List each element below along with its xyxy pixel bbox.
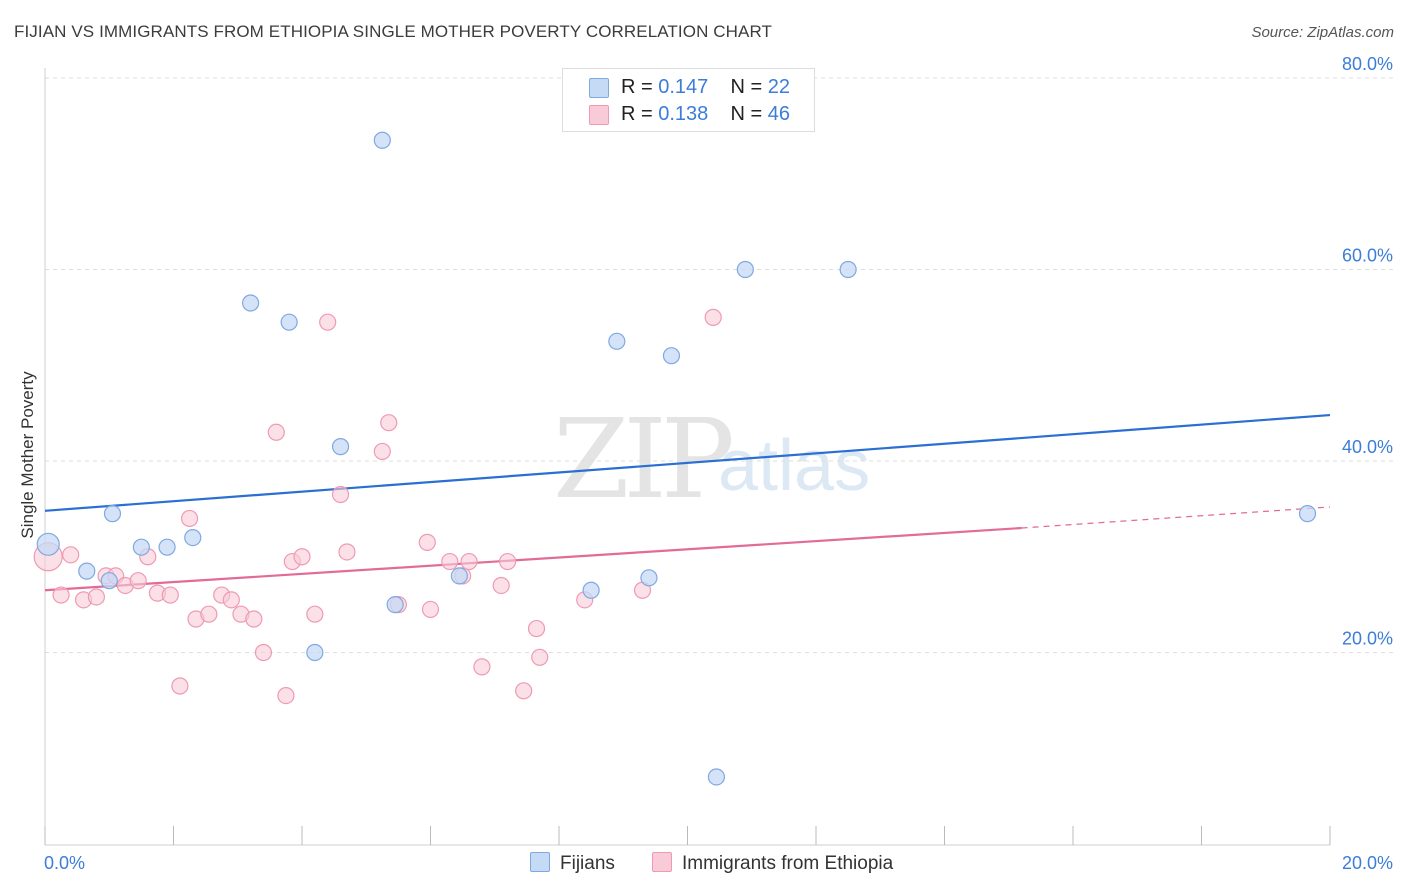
point-fijian: [736, 260, 754, 279]
point-fijian: [132, 538, 150, 556]
point-ethiopia: [200, 605, 218, 623]
bottom-legend-label-ethiopia: Immigrants from Ethiopia: [682, 853, 894, 874]
trend-line-ethiopia-extension: [1021, 506, 1331, 529]
point-ethiopia: [129, 572, 147, 590]
watermark-atlas: atlas: [718, 426, 871, 506]
legend-n-value-fijians: 22: [767, 76, 791, 98]
point-fijian: [582, 581, 600, 599]
legend-swatch-fijians: [589, 78, 609, 98]
axes: [44, 68, 1331, 846]
point-fijian: [306, 643, 324, 662]
point-fijian: [103, 505, 122, 523]
point-ethiopia: [338, 543, 356, 561]
point-fijian: [608, 332, 626, 350]
chart-source: Source: ZipAtlas.com: [1251, 24, 1394, 41]
point-ethiopia: [245, 610, 263, 628]
point-ethiopia: [704, 308, 722, 326]
point-fijian: [839, 260, 857, 279]
point-fijian: [450, 567, 469, 585]
tick-labels: 20.0% 40.0% 60.0% 80.0% 0.0% 20.0%: [44, 54, 1393, 873]
point-ethiopia: [373, 442, 391, 461]
point-ethiopia: [531, 648, 549, 666]
point-fijian: [331, 438, 350, 456]
point-ethiopia: [87, 588, 106, 606]
point-ethiopia: [52, 586, 70, 604]
point-ethiopia: [62, 546, 80, 564]
legend-swatch-ethiopia: [589, 105, 609, 125]
point-ethiopia: [277, 686, 295, 705]
legend-r-value-fijians: 0.147: [658, 76, 709, 98]
bottom-legend-label-fijians: Fijians: [560, 853, 615, 874]
point-ethiopia: [527, 619, 546, 638]
bottom-legend-fijians: Fijians: [530, 852, 615, 875]
legend-r-label: R =: [621, 76, 653, 98]
point-ethiopia: [171, 677, 189, 695]
point-fijian: [280, 313, 298, 331]
chart-title: FIJIAN VS IMMIGRANTS FROM ETHIOPIA SINGL…: [14, 22, 773, 41]
data-points: [33, 131, 1317, 786]
point-fijian: [158, 538, 176, 556]
point-fijian: [640, 569, 658, 587]
legend-n-label: N =: [730, 103, 763, 125]
point-ethiopia: [380, 414, 398, 432]
trend-line-fijians: [44, 413, 1331, 512]
point-fijian: [373, 131, 391, 149]
point-fijian: [36, 532, 60, 556]
x-tick-label: 20.0%: [1342, 853, 1393, 873]
point-ethiopia: [473, 658, 491, 676]
legend-n-label: N =: [730, 76, 763, 98]
point-fijian: [1298, 505, 1317, 523]
point-ethiopia: [267, 423, 285, 441]
point-fijian: [242, 294, 260, 312]
point-ethiopia: [492, 576, 510, 595]
bottom-legend-ethiopia: Immigrants from Ethiopia: [652, 852, 893, 875]
y-tick-label: 40.0%: [1342, 437, 1393, 457]
point-ethiopia: [418, 533, 436, 551]
correlation-legend: R = 0.147 N = 22 R = 0.138 N = 46: [562, 68, 815, 132]
legend-r-label: R =: [621, 103, 653, 125]
point-ethiopia: [222, 591, 240, 609]
bottom-legend-swatch-fijians: [530, 852, 550, 872]
x-tick-label: 0.0%: [44, 853, 85, 873]
watermark-zip: ZIP: [553, 395, 735, 523]
point-ethiopia: [499, 552, 517, 571]
legend-r-value-ethiopia: 0.138: [658, 103, 709, 125]
point-ethiopia: [460, 552, 478, 571]
point-ethiopia: [441, 552, 459, 571]
trend-lines: [44, 413, 1331, 592]
point-fijian: [386, 596, 404, 614]
point-ethiopia: [161, 586, 179, 604]
y-tick-label: 60.0%: [1342, 246, 1393, 266]
legend-n-value-ethiopia: 46: [767, 103, 791, 125]
point-ethiopia: [306, 605, 324, 623]
bottom-legend-swatch-ethiopia: [652, 852, 672, 872]
grid-lines: [45, 77, 1394, 653]
point-fijian: [184, 528, 202, 547]
point-fijian: [662, 347, 681, 365]
y-tick-label: 80.0%: [1342, 54, 1393, 74]
point-ethiopia: [515, 682, 533, 700]
point-fijian: [707, 768, 726, 786]
trend-line-ethiopia: [44, 526, 1022, 592]
point-fijian: [100, 572, 118, 590]
point-ethiopia: [180, 509, 199, 528]
point-ethiopia: [293, 548, 311, 566]
point-ethiopia: [421, 600, 440, 619]
point-ethiopia: [331, 485, 350, 504]
point-ethiopia: [254, 643, 273, 662]
y-tick-label: 20.0%: [1342, 629, 1393, 649]
point-fijian: [78, 562, 96, 580]
point-ethiopia: [319, 313, 337, 331]
